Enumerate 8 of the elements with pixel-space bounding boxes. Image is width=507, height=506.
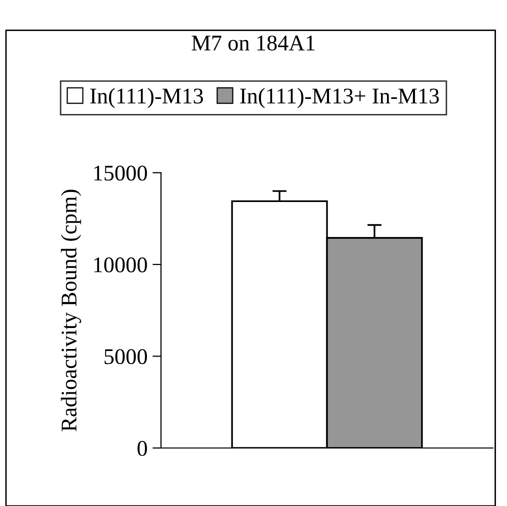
y-tick-label: 15000	[94, 166, 147, 181]
legend-label: In(111)-M13	[90, 88, 203, 108]
y-tick-label: 10000	[94, 257, 147, 272]
y-tick-label: 0	[138, 440, 147, 456]
legend-label: In(111)-M13+ In-M13	[240, 88, 439, 108]
y-axis-title: Radioactivity Bound (cpm)	[60, 190, 82, 432]
y-tick-label: 5000	[104, 349, 147, 364]
chart-title: M7 on 184A1	[192, 36, 315, 51]
